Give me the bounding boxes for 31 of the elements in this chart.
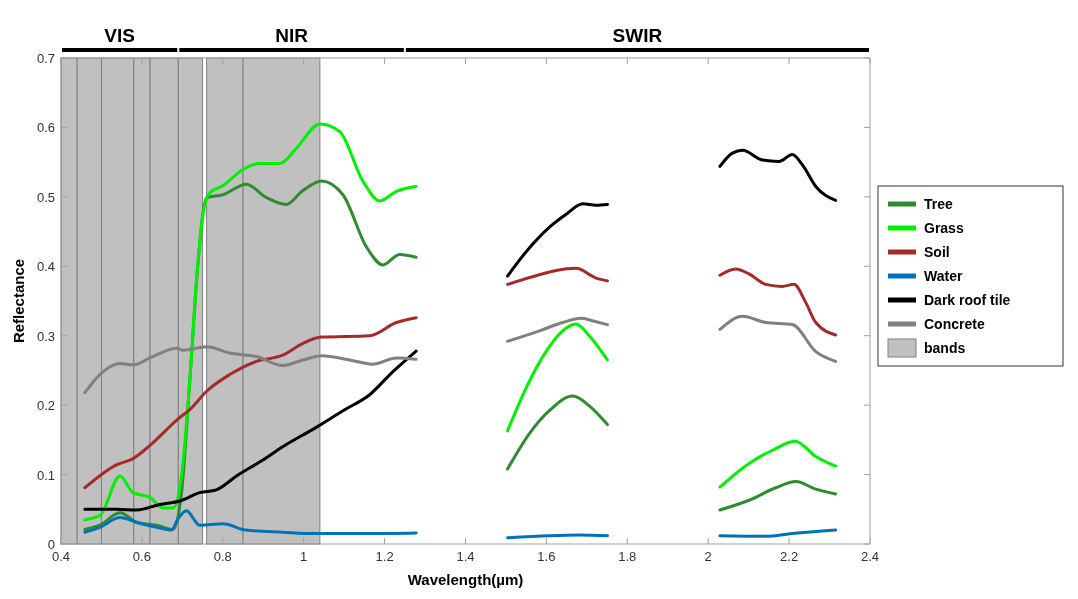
y-tick-label: 0	[47, 537, 55, 552]
y-tick-label: 0.3	[36, 328, 55, 344]
legend-label: Soil	[924, 244, 950, 260]
x-tick-label: 2	[704, 549, 712, 564]
y-tick-label: 0.1	[36, 467, 55, 483]
text: VIS	[104, 25, 135, 46]
x-tick-label: 0.6	[132, 549, 151, 564]
x-tick-label: 1.6	[537, 549, 556, 564]
x-tick-label: 1.4	[456, 549, 475, 564]
x-axis-title: Wavelength(µm)	[407, 571, 524, 588]
text: SWIR	[612, 25, 663, 46]
x-tick-label: 2.2	[780, 549, 799, 564]
x-tick-label: 0.8	[213, 549, 232, 564]
x-tick-label: 2.4	[860, 549, 880, 564]
y-tick-label: 0.6	[36, 120, 55, 136]
y-tick-label: 0.5	[36, 189, 55, 205]
x-tick-label: 1.8	[618, 549, 637, 564]
legend-label: Concrete	[924, 316, 985, 332]
y-tick-label: 0.7	[36, 51, 55, 66]
y-tick-label: 0.4	[36, 259, 55, 275]
legend-label: Dark roof tile	[924, 292, 1011, 308]
legend-label: Tree	[924, 196, 954, 212]
legend-label: Grass	[924, 220, 964, 236]
x-tick-label: 0.4	[51, 549, 71, 564]
text: NIR	[275, 25, 309, 46]
legend-label: Water	[924, 268, 963, 284]
text: bands	[924, 340, 966, 356]
x-tick-label: 1.2	[375, 549, 394, 564]
y-tick-label: 0.2	[36, 398, 55, 414]
x-tick-label: 1	[300, 549, 308, 564]
y-axis-title: Reflectance	[10, 258, 27, 344]
